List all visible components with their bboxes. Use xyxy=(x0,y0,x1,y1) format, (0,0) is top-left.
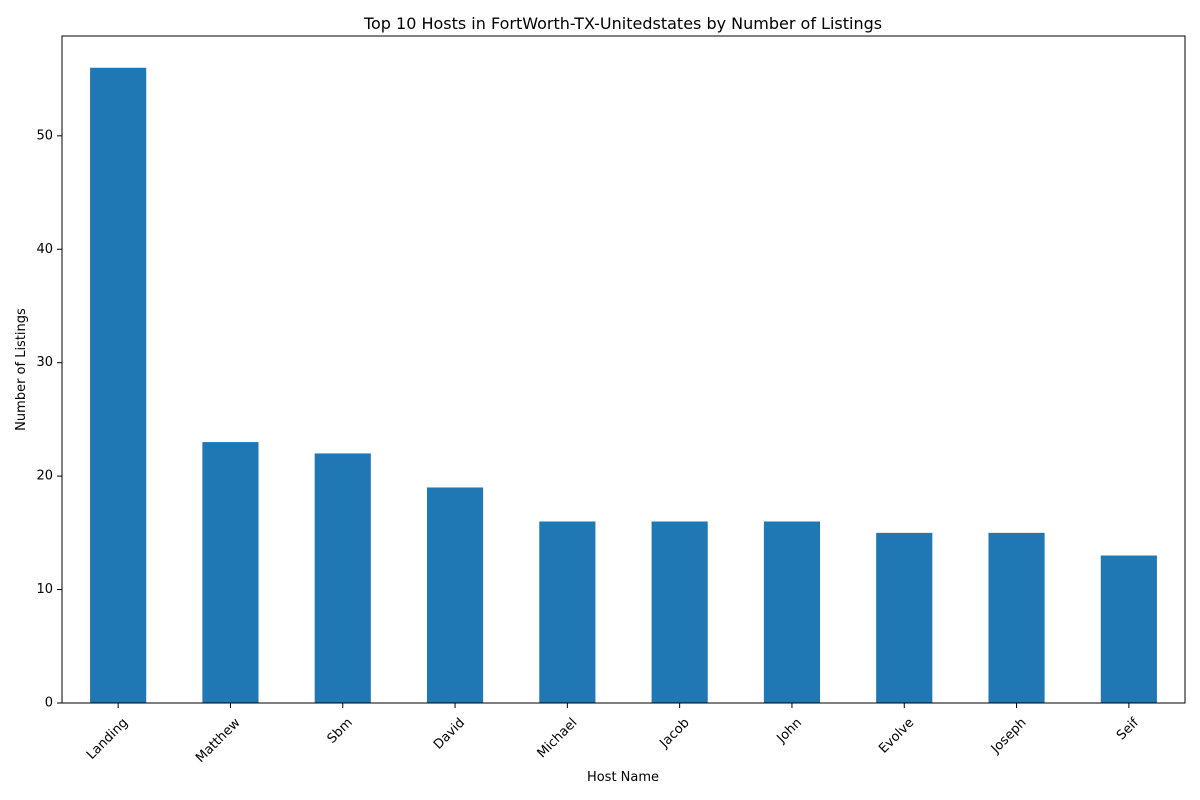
x-tick-label: Joseph xyxy=(988,715,1030,757)
y-axis-label: Number of Listings xyxy=(14,308,29,431)
x-tick-label: Seif xyxy=(1114,715,1142,743)
bars-group xyxy=(90,67,1157,703)
y-tick-label: 10 xyxy=(36,582,53,597)
y-tick-label: 0 xyxy=(45,696,53,711)
y-tick-label: 40 xyxy=(36,242,53,257)
bar-david xyxy=(426,487,484,703)
bar-landing xyxy=(90,67,147,703)
bar-seif xyxy=(1100,555,1157,703)
chart-title: Top 10 Hosts in FortWorth-TX-Unitedstate… xyxy=(363,14,882,33)
bar-sbm xyxy=(314,453,371,703)
x-tick-label: Evolve xyxy=(876,715,917,756)
bar-joseph xyxy=(988,532,1045,703)
plot-frame xyxy=(61,35,1186,704)
y-tick-label: 30 xyxy=(36,355,53,370)
y-tick-label: 50 xyxy=(36,128,53,143)
x-axis-label: Host Name xyxy=(587,770,659,785)
x-tick-label: John xyxy=(774,715,805,746)
x-tick-label: Landing xyxy=(84,715,131,762)
x-tick-label: Sbm xyxy=(325,715,356,746)
x-tick-label: Matthew xyxy=(193,715,244,766)
bar-michael xyxy=(539,521,596,703)
x-tick-label: Jacob xyxy=(657,715,693,751)
x-tick-label: David xyxy=(431,715,468,752)
y-tick-label: 20 xyxy=(36,469,53,484)
x-tick-label: Michael xyxy=(535,715,581,761)
y-axis: 0 10 20 30 40 50 xyxy=(36,128,62,711)
x-axis: Landing Matthew Sbm David Michael Jacob John Ev… xyxy=(84,703,1142,766)
bar-john xyxy=(763,521,821,703)
bar-evolve xyxy=(876,532,933,703)
bar-jacob xyxy=(651,521,708,703)
bar-matthew xyxy=(202,442,259,703)
